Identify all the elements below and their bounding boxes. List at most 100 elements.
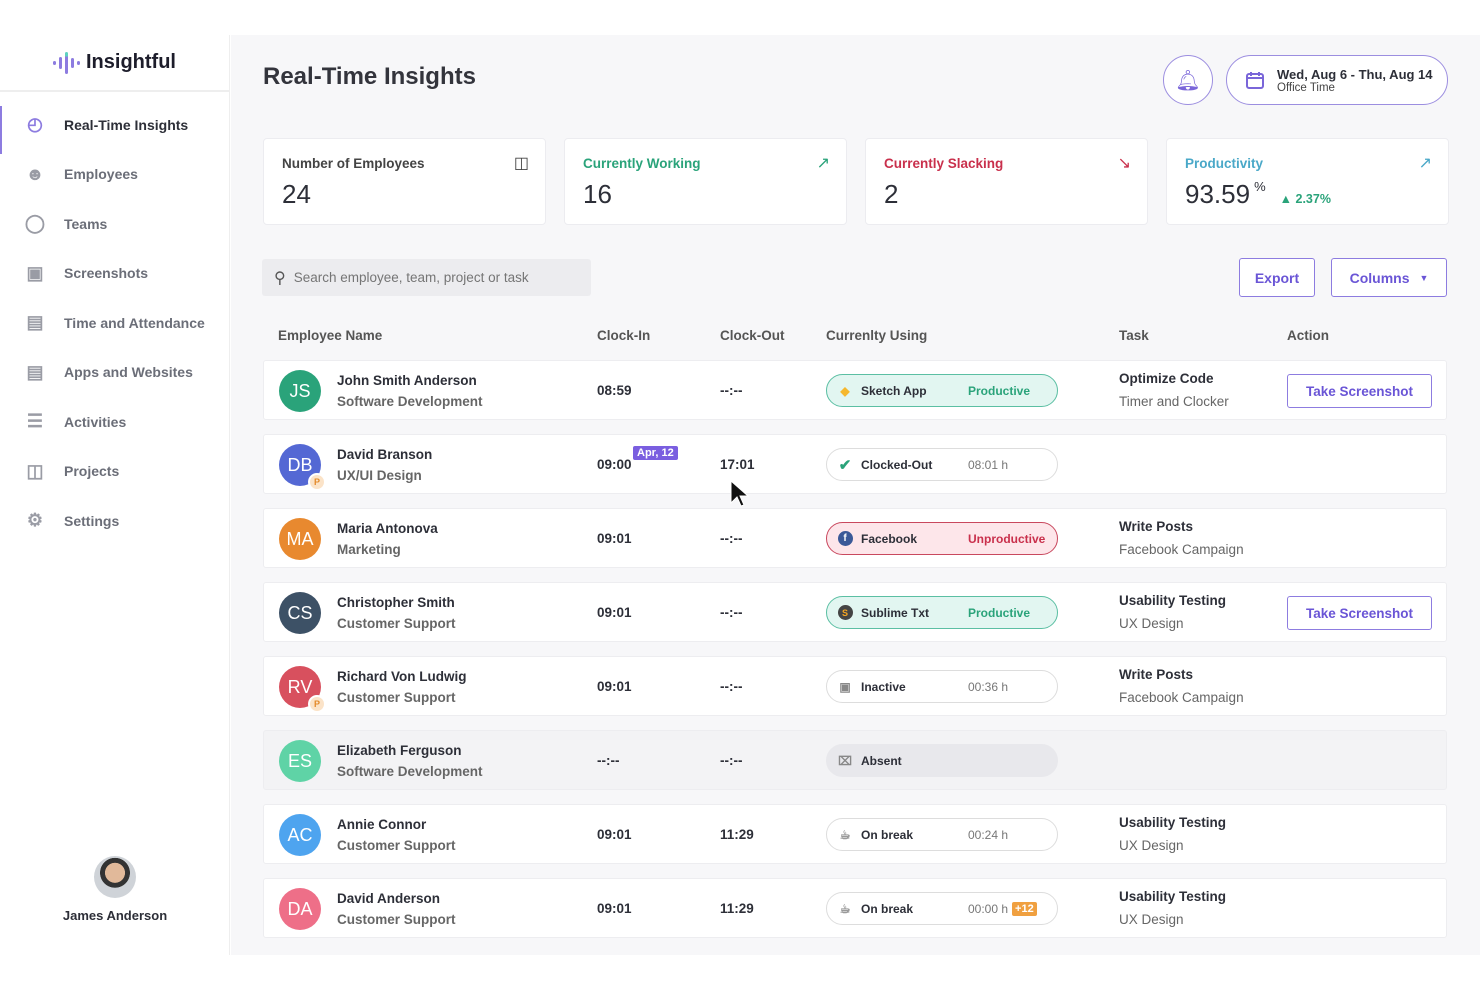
app-name: Absent <box>861 753 902 768</box>
employee-name[interactable]: Richard Von Ludwig <box>337 669 467 684</box>
image-gallery-icon: ▣ <box>26 262 44 283</box>
employee-department: UX/UI Design <box>337 468 422 483</box>
user-profile[interactable]: James Anderson <box>0 856 230 923</box>
page-title: Real-Time Insights <box>263 63 476 90</box>
employee-name[interactable]: David Anderson <box>337 891 441 906</box>
clock-out: --:-- <box>720 753 743 768</box>
app-name: Facebook <box>861 531 918 546</box>
main-content: Real-Time Insights 🔔︎ Wed, Aug 6 - Thu, … <box>231 35 1480 955</box>
currently-using-pill: ☕︎ On break 00:00 h +12 <box>826 892 1058 925</box>
table-row[interactable]: AC Annie Connor Customer Support 09:01 1… <box>263 804 1447 864</box>
check-circle-icon: ✔ <box>838 456 852 474</box>
table-row[interactable]: CS Christopher Smith Customer Support 09… <box>263 582 1447 642</box>
list-icon: ☰ <box>26 411 44 432</box>
sidebar-nav: ◴ Real-Time Insights ☻ Employees ◯ Teams ▣ Scre… <box>0 92 229 546</box>
employee-name[interactable]: Elizabeth Ferguson <box>337 743 462 758</box>
employee-department: Marketing <box>337 542 401 557</box>
stat-card: Number of Employees ◫ 24 <box>263 138 546 225</box>
sidebar-item-settings[interactable]: ⚙ Settings <box>0 496 229 546</box>
dashboard-gauge-icon: ◴ <box>27 114 43 135</box>
employee-name[interactable]: Annie Connor <box>337 817 427 832</box>
task-project: UX Design <box>1119 912 1184 927</box>
table-row[interactable]: DA David Anderson Customer Support 09:01… <box>263 878 1447 938</box>
currently-using-pill: S Sublime Txt Productive <box>826 596 1058 629</box>
export-button[interactable]: Export <box>1239 258 1315 297</box>
clock-out: --:-- <box>720 531 743 546</box>
avatar: DA <box>279 888 321 930</box>
extra-count-badge: +12 <box>1012 901 1037 916</box>
card-label: Productivity <box>1185 156 1264 171</box>
employee-name[interactable]: Maria Antonova <box>337 521 438 536</box>
columns-dropdown[interactable]: Columns ▼ <box>1331 258 1447 297</box>
clock-out: --:-- <box>720 605 743 620</box>
card-value: 2 <box>884 179 899 209</box>
user-name: James Anderson <box>62 908 168 923</box>
sidebar-item-activities[interactable]: ☰ Activities <box>0 397 229 447</box>
date-range-picker[interactable]: Wed, Aug 6 - Thu, Aug 14 Office Time <box>1226 55 1448 105</box>
take-screenshot-button[interactable]: Take Screenshot <box>1287 596 1432 630</box>
search-icon: ⚲ <box>274 269 286 287</box>
briefcase-icon: ◫ <box>513 155 529 172</box>
sidebar-item-label: Apps and Websites <box>64 364 193 381</box>
stat-card: Productivity ↗ 93.59 % ▲ 2.37% <box>1166 138 1449 225</box>
employee-name[interactable]: John Smith Anderson <box>337 373 477 388</box>
task-name: Usability Testing <box>1119 889 1227 904</box>
app-status: 00:00 h <box>968 901 1009 916</box>
logo-icon <box>53 51 80 74</box>
app-name: Insightful <box>86 51 176 73</box>
app-name: On break <box>861 827 914 842</box>
teams-circles-icon: ◯ <box>24 213 46 234</box>
clock-in: 08:59 <box>597 383 632 398</box>
clock-in: 09:01 <box>597 827 632 842</box>
employee-name[interactable]: David Branson <box>337 447 433 462</box>
employee-department: Software Development <box>337 394 483 409</box>
p-badge: P <box>308 695 326 713</box>
sidebar-item-projects[interactable]: ◫ Projects <box>0 447 229 497</box>
table-row[interactable]: DB P David Branson UX/UI Design 09:00 Ap… <box>263 434 1447 494</box>
header-employee-name[interactable]: Employee Name <box>278 328 383 343</box>
clock-in: 09:01 <box>597 679 632 694</box>
card-unit: % <box>1254 179 1266 194</box>
currently-using-pill: ▣ Inactive 00:36 h <box>826 670 1058 703</box>
clock-in: 09:01 <box>597 605 632 620</box>
header-clock-in[interactable]: Clock-In <box>597 328 651 343</box>
inactive-monitor-icon: ▣ <box>839 679 851 694</box>
logo[interactable]: Insightful <box>0 35 229 92</box>
clock-out: 11:29 <box>720 827 754 842</box>
table-row[interactable]: RV P Richard Von Ludwig Customer Support… <box>263 656 1447 716</box>
notifications-button[interactable]: 🔔︎ <box>1163 55 1213 105</box>
sidebar-item-time-and-attendance[interactable]: ▤ Time and Attendance <box>0 298 229 348</box>
stat-cards: Number of Employees ◫ 24 Currently Working ↗… <box>263 138 1449 225</box>
sidebar-item-teams[interactable]: ◯ Teams <box>0 199 229 249</box>
app-status: 00:36 h <box>968 679 1009 694</box>
currently-using-pill: ⌧ Absent <box>826 744 1058 777</box>
table-row[interactable]: MA Maria Antonova Marketing 09:01 --:-- … <box>263 508 1447 568</box>
sidebar-item-label: Real-Time Insights <box>64 116 189 133</box>
facebook-icon: f <box>837 531 853 547</box>
table-row[interactable]: ES Elizabeth Ferguson Software Developme… <box>263 730 1447 790</box>
header-task[interactable]: Task <box>1119 328 1149 343</box>
task-name: Write Posts <box>1119 667 1194 682</box>
employee-name[interactable]: Christopher Smith <box>337 595 455 610</box>
avatar: MA <box>279 518 321 560</box>
table-row[interactable]: JS John Smith Anderson Software Developm… <box>263 360 1447 420</box>
card-value: 93.59 <box>1185 179 1251 209</box>
sidebar-item-screenshots[interactable]: ▣ Screenshots <box>0 249 229 299</box>
bell-icon: 🔔︎ <box>1175 69 1201 92</box>
monitor-icon: ▤ <box>26 361 44 382</box>
app-status: 08:01 h <box>968 457 1009 472</box>
sidebar-item-real-time-insights[interactable]: ◴ Real-Time Insights <box>0 100 229 153</box>
header-currently-using[interactable]: Currenlty Using <box>826 328 928 343</box>
task-name: Usability Testing <box>1119 815 1227 830</box>
sidebar-item-apps-and-websites[interactable]: ▤ Apps and Websites <box>0 348 229 398</box>
search-input[interactable] <box>293 270 574 285</box>
search-bar[interactable]: ⚲ <box>262 259 591 296</box>
clock-in-date-tag: Apr, 12 <box>633 446 678 460</box>
take-screenshot-button[interactable]: Take Screenshot <box>1287 374 1432 408</box>
avatar: DB <box>279 444 321 486</box>
trend-up-icon: ↗ <box>1418 155 1432 172</box>
clock-out: --:-- <box>720 679 743 694</box>
app-name: Clocked-Out <box>861 457 933 472</box>
sidebar-item-employees[interactable]: ☻ Employees <box>0 150 229 200</box>
header-clock-out[interactable]: Clock-Out <box>720 328 785 343</box>
